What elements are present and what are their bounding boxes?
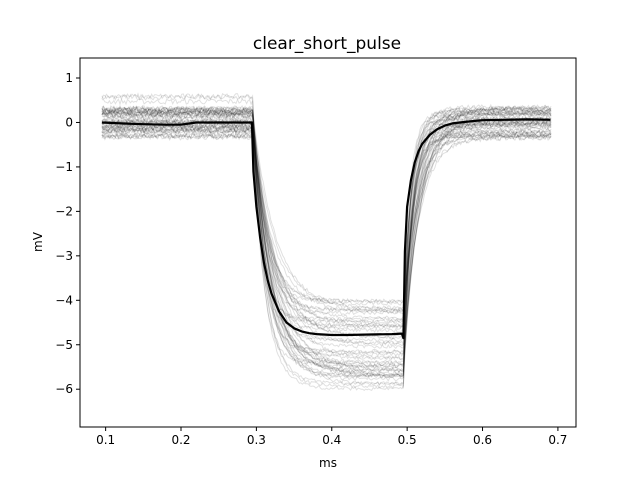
individual-trace: [101, 111, 552, 334]
x-axis: 0.1 0.2 0.3 0.4 0.5 0.6 0.7: [96, 427, 567, 447]
mean-trace: [101, 118, 551, 340]
individual-trace: [101, 112, 552, 322]
y-axis-label: mV: [31, 231, 45, 252]
individual-trace: [101, 109, 552, 328]
individual-trace: [101, 120, 552, 376]
individual-trace: [101, 107, 552, 378]
individual-trace: [101, 108, 552, 379]
individual-trace: [101, 105, 552, 387]
y-axis: 1 0 −1 −2 −3 −4 −5 −6: [55, 71, 80, 396]
individual-trace: [101, 107, 552, 340]
individual-trace: [101, 126, 552, 329]
individual-trace: [101, 110, 552, 347]
individual-trace: [101, 105, 552, 311]
x-tick-label: 0.1: [96, 433, 115, 447]
y-tick-label: −1: [55, 160, 73, 174]
individual-trace: [101, 106, 552, 316]
individual-trace: [101, 106, 552, 346]
individual-trace: [101, 97, 552, 361]
y-tick-label: −6: [55, 382, 73, 396]
mean-trace-group: [101, 118, 551, 340]
x-tick-label: 0.4: [322, 433, 341, 447]
individual-trace: [101, 113, 552, 304]
x-tick-label: 0.6: [473, 433, 492, 447]
individual-trace: [101, 109, 552, 365]
individual-trace: [101, 132, 552, 392]
individual-trace: [101, 115, 552, 373]
individual-trace: [101, 106, 552, 320]
individual-trace: [101, 106, 552, 387]
individual-trace: [101, 108, 552, 350]
individual-trace: [101, 117, 552, 306]
individual-trace: [101, 124, 552, 325]
chart-title: clear_short_pulse: [253, 34, 401, 54]
individual-trace: [101, 110, 552, 368]
individual-trace: [101, 116, 552, 358]
individual-trace: [101, 110, 552, 373]
individual-trace: [101, 109, 552, 378]
individual-trace: [101, 104, 552, 331]
y-tick-label: 1: [65, 71, 73, 85]
y-tick-label: −3: [55, 249, 73, 263]
individual-trace: [101, 121, 552, 379]
individual-trace: [101, 93, 552, 369]
individual-trace: [101, 105, 552, 361]
individual-trace: [101, 105, 552, 340]
y-tick-label: −2: [55, 204, 73, 218]
x-tick-label: 0.5: [398, 433, 417, 447]
y-tick-label: 0: [65, 115, 73, 129]
x-axis-label: ms: [319, 456, 337, 470]
individual-trace: [101, 129, 552, 382]
y-tick-label: −5: [55, 338, 73, 352]
individual-trace: [101, 126, 552, 314]
individual-trace: [101, 123, 552, 378]
individual-trace: [101, 117, 552, 304]
individual-trace: [101, 114, 552, 312]
individual-trace: [101, 120, 552, 313]
individual-trace: [101, 115, 552, 373]
individual-trace: [101, 106, 552, 355]
individual-trace: [101, 104, 552, 377]
individual-trace: [101, 103, 552, 314]
individual-traces: [101, 92, 552, 392]
x-tick-label: 0.2: [171, 433, 190, 447]
x-tick-label: 0.7: [548, 433, 567, 447]
individual-trace: [101, 126, 552, 331]
y-tick-label: −4: [55, 293, 73, 307]
plot-frame: [79, 57, 577, 428]
x-tick-label: 0.3: [247, 433, 266, 447]
